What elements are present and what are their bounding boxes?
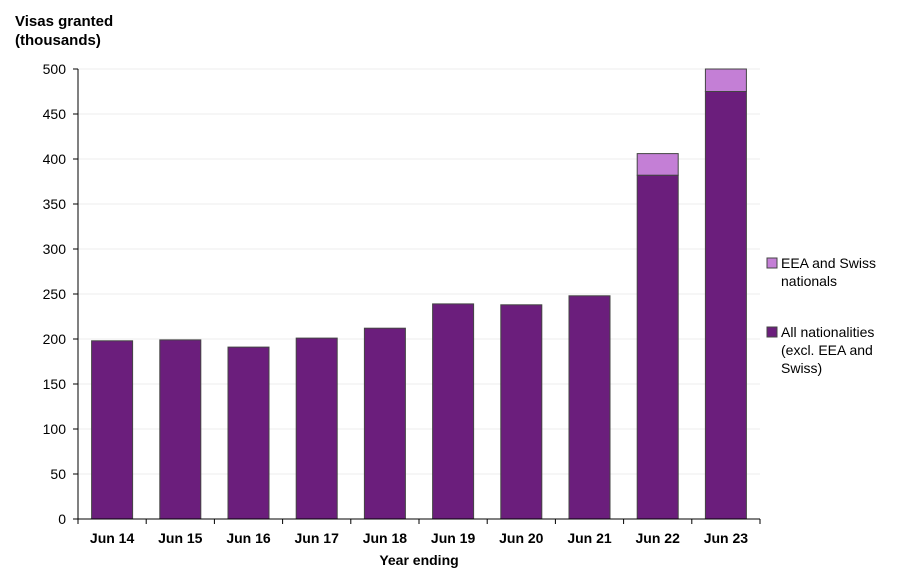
bar-eea-swiss-jun-22 bbox=[636, 153, 679, 176]
y-tick-label: 50 bbox=[50, 466, 66, 482]
y-tick-label: 200 bbox=[43, 331, 67, 347]
bar-all-nationalities-jun-19 bbox=[432, 303, 475, 520]
x-axis-categories: Jun 14 Jun 15 Jun 16 Jun 17 Jun 18 Jun 19 Jun … bbox=[90, 530, 748, 546]
legend-label: All nationalities bbox=[781, 324, 874, 340]
y-axis-title: Visas granted (thousands) bbox=[15, 13, 113, 49]
x-category-label: Jun 17 bbox=[295, 530, 340, 546]
legend: EEA and Swiss nationals All nationalities (… bbox=[766, 255, 876, 376]
y-tick-label: 0 bbox=[58, 511, 66, 527]
y-axis-title-line: Visas granted bbox=[15, 13, 113, 30]
bar-all-nationalities-jun-20 bbox=[500, 304, 543, 520]
legend-label: Swiss) bbox=[781, 360, 822, 376]
bar-all-nationalities-jun-18 bbox=[363, 327, 406, 520]
legend-swatch bbox=[766, 326, 778, 338]
y-tick-label: 400 bbox=[43, 151, 67, 167]
y-tick-label: 350 bbox=[43, 196, 67, 212]
x-category-label: Jun 22 bbox=[636, 530, 681, 546]
y-tick-label: 300 bbox=[43, 241, 67, 257]
bar-all-nationalities-jun-14 bbox=[91, 340, 134, 520]
bar-all-nationalities-jun-23 bbox=[704, 91, 747, 520]
axes bbox=[77, 69, 761, 524]
x-category-label: Jun 20 bbox=[499, 530, 544, 546]
x-category-label: Jun 15 bbox=[158, 530, 203, 546]
bar-all-nationalities-jun-16 bbox=[227, 346, 270, 520]
y-tick-label: 100 bbox=[43, 421, 67, 437]
legend-swatch bbox=[766, 257, 778, 269]
x-category-label: Jun 14 bbox=[90, 530, 135, 546]
y-tick-label: 450 bbox=[43, 106, 67, 122]
x-category-label: Jun 19 bbox=[431, 530, 476, 546]
legend-label: (excl. EEA and bbox=[781, 342, 873, 358]
x-category-label: Jun 21 bbox=[567, 530, 612, 546]
bar-all-nationalities-jun-21 bbox=[568, 295, 611, 520]
y-axis-title-line: (thousands) bbox=[15, 32, 101, 49]
legend-label: EEA and Swiss bbox=[781, 255, 876, 271]
y-tick-label: 250 bbox=[43, 286, 67, 302]
bar-eea-swiss-jun-23 bbox=[704, 68, 747, 92]
bars bbox=[91, 68, 747, 520]
x-category-label: Jun 23 bbox=[704, 530, 749, 546]
x-category-label: Jun 18 bbox=[363, 530, 408, 546]
x-category-label: Jun 16 bbox=[226, 530, 271, 546]
bar-all-nationalities-jun-15 bbox=[159, 339, 202, 520]
legend-label: nationals bbox=[781, 273, 837, 289]
y-tick-label: 150 bbox=[43, 376, 67, 392]
x-axis-title: Year ending bbox=[379, 552, 458, 568]
y-tick-label: 500 bbox=[43, 61, 67, 77]
bar-all-nationalities-jun-17 bbox=[295, 337, 338, 520]
bar-all-nationalities-jun-22 bbox=[636, 174, 679, 520]
